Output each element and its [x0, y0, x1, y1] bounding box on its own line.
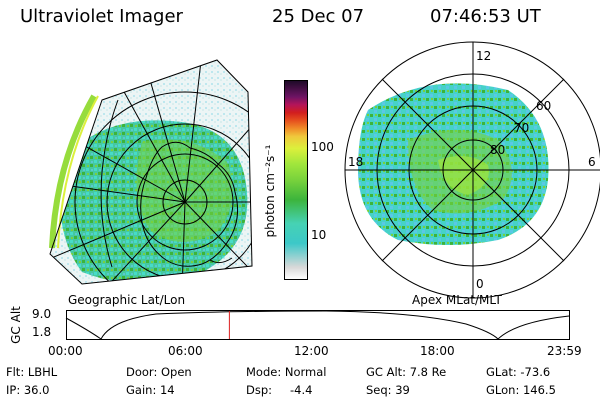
altitude-xtick-0: 00:00 — [48, 344, 83, 358]
seq-info: Seq: 39 — [366, 383, 410, 397]
glat-info: GLat: -73.6 — [486, 365, 551, 379]
geographic-map — [49, 59, 253, 285]
instrument-title: Ultraviolet Imager — [20, 6, 183, 27]
door-info: Door: Open — [126, 365, 192, 379]
gc-alt-info: GC Alt: 7.8 Re — [366, 365, 447, 379]
glon-info: GLon: 146.5 — [486, 383, 556, 397]
geographic-caption: Geographic Lat/Lon — [68, 293, 186, 307]
dsp-value: -4.4 — [290, 383, 313, 397]
altitude-ytick-max: 9.0 — [32, 307, 52, 321]
altitude-xtick-3: 18:00 — [420, 344, 455, 358]
colorbar-tick-10: 10 — [311, 228, 327, 242]
apex-polar-map: 12 0 18 6 60 70 80 — [344, 41, 600, 299]
image-time: 07:46:53 UT — [430, 6, 541, 27]
dsp-label: Dsp: — [246, 383, 273, 397]
colorbar-unit-label: photon cm⁻²s⁻¹ — [263, 144, 277, 238]
altitude-ylabel: GC Alt — [9, 306, 23, 344]
altitude-xtick-4: 23:59 — [547, 344, 582, 358]
mlat-label-70: 70 — [514, 121, 529, 135]
filter-info: Flt: LBHL — [6, 365, 58, 379]
mlt-label-6: 6 — [588, 155, 596, 169]
mlat-label-60: 60 — [536, 99, 551, 113]
mlat-label-80: 80 — [490, 143, 505, 157]
mlt-label-0: 0 — [476, 277, 484, 291]
mlt-label-12: 12 — [476, 49, 491, 63]
altitude-plot — [65, 310, 570, 340]
colorbar — [284, 80, 308, 280]
altitude-xtick-2: 12:00 — [294, 344, 329, 358]
mlt-label-18: 18 — [348, 155, 363, 169]
apex-caption: Apex MLat/MLT — [412, 293, 502, 307]
mode-info: Mode: Normal — [246, 365, 327, 379]
colorbar-tick-100: 100 — [311, 140, 334, 154]
altitude-ytick-min: 1.8 — [32, 325, 52, 339]
altitude-xtick-1: 06:00 — [168, 344, 203, 358]
image-date: 25 Dec 07 — [272, 6, 365, 27]
ip-info: IP: 36.0 — [6, 383, 50, 397]
gain-info: Gain: 14 — [126, 383, 175, 397]
